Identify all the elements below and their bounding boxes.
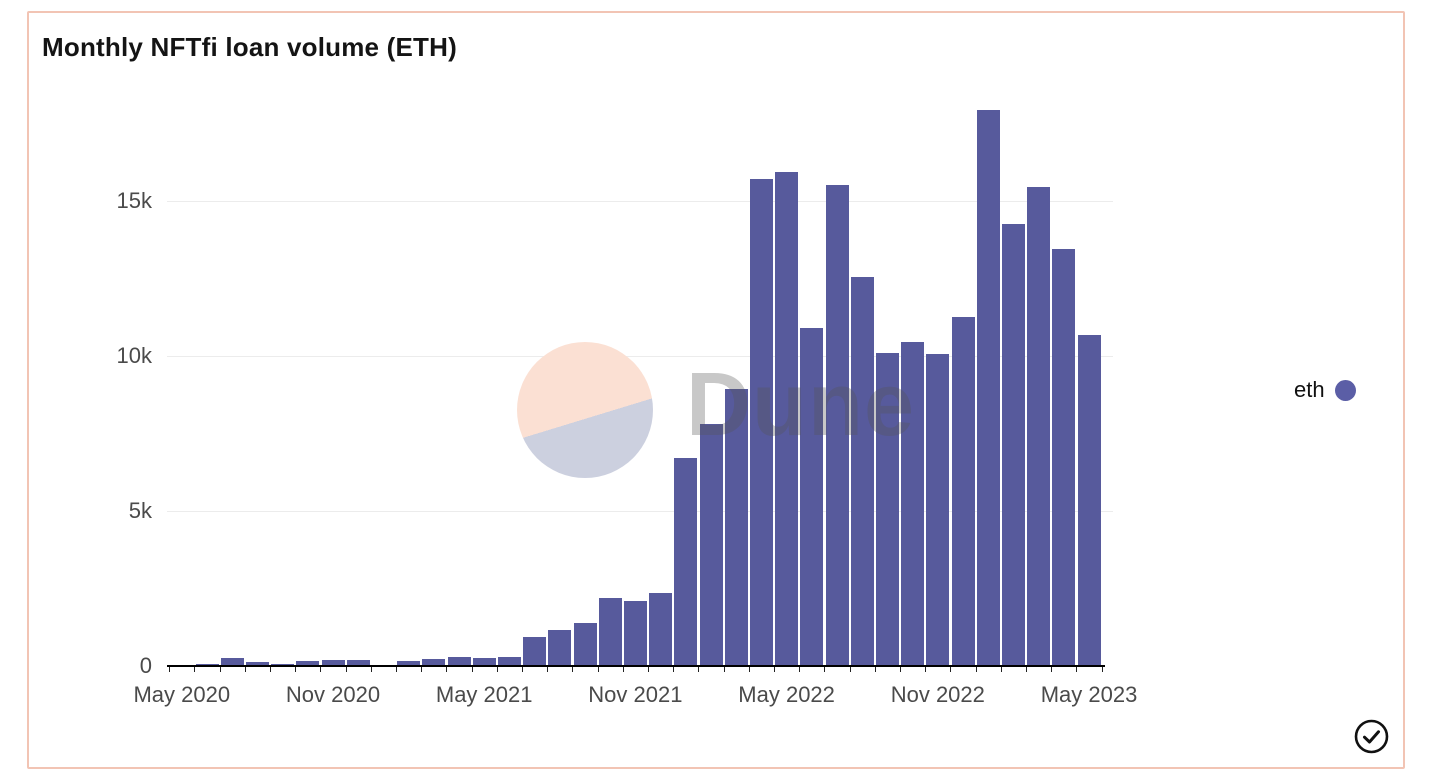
dune-logo-watermark: [517, 342, 653, 478]
check-circle-icon[interactable]: [1353, 718, 1390, 755]
x-axis-tick: [673, 667, 675, 672]
x-axis-tick: [1051, 667, 1053, 672]
bar-may-2022[interactable]: [775, 172, 799, 666]
bar-jun-2021[interactable]: [497, 657, 521, 666]
gridline: [167, 201, 1113, 202]
bar-mar-2023[interactable]: [1027, 187, 1051, 666]
bar-jan-2022[interactable]: [674, 458, 698, 666]
bar-apr-2022[interactable]: [749, 179, 773, 666]
x-axis-tick: [244, 667, 246, 672]
bar-sep-2021[interactable]: [573, 623, 597, 666]
y-tick-label: 0: [139, 653, 152, 678]
x-axis-tick: [1076, 667, 1078, 672]
x-axis-tick: [774, 667, 775, 672]
x-axis-tick: [1000, 667, 1002, 672]
gridline: [167, 511, 1113, 512]
x-axis-tick: [421, 667, 423, 672]
y-tick-label: 10k: [116, 343, 152, 368]
x-axis-tick: [270, 667, 271, 672]
x-tick-label: May 2020: [133, 682, 231, 707]
x-axis-tick: [597, 667, 599, 672]
legend-item-eth[interactable]: eth: [1294, 377, 1356, 403]
bar-nov-2021[interactable]: [623, 601, 647, 666]
bar-aug-2021[interactable]: [548, 630, 572, 666]
gridline: [167, 356, 1113, 357]
x-axis-tick: [169, 667, 171, 672]
bar-apr-2021[interactable]: [447, 657, 471, 666]
bar-oct-2021[interactable]: [598, 598, 622, 666]
x-tick-label: Nov 2020: [285, 682, 381, 707]
bar-jul-2022[interactable]: [825, 185, 849, 666]
x-axis-tick: [396, 667, 397, 672]
x-axis-tick: [496, 667, 498, 672]
bar-dec-2021[interactable]: [649, 593, 673, 666]
x-tick-label: May 2022: [738, 682, 835, 707]
x-axis-tick: [950, 667, 952, 672]
bar-jul-2020[interactable]: [220, 658, 244, 666]
x-axis-tick: [799, 667, 801, 672]
bar-aug-2020[interactable]: [245, 662, 269, 666]
bar-jul-2021[interactable]: [523, 637, 547, 666]
x-tick-label: May 2023: [1040, 682, 1138, 707]
bar-dec-2020[interactable]: [346, 660, 370, 666]
bar-oct-2022[interactable]: [901, 342, 925, 666]
bar-nov-2022[interactable]: [926, 354, 950, 666]
x-axis-tick: [547, 667, 549, 672]
bar-mar-2021[interactable]: [422, 659, 446, 666]
bar-apr-2023[interactable]: [1052, 249, 1076, 666]
x-axis-tick: [849, 667, 851, 672]
x-axis-tick: [698, 667, 700, 672]
x-axis-tick: [295, 667, 297, 672]
x-axis-tick: [370, 667, 372, 672]
bar-may-2023[interactable]: [1077, 335, 1101, 666]
bar-mar-2022[interactable]: [724, 389, 748, 666]
x-axis-tick: [874, 667, 876, 672]
bar-dec-2022[interactable]: [951, 317, 975, 666]
bar-sep-2022[interactable]: [875, 353, 899, 666]
chart-title: Monthly NFTfi loan volume (ETH): [42, 32, 457, 62]
bar-feb-2022[interactable]: [699, 424, 723, 666]
x-axis-tick: [1026, 667, 1027, 672]
x-axis-tick: [824, 667, 826, 672]
bar-feb-2021[interactable]: [397, 661, 421, 666]
x-axis-tick: [975, 667, 977, 672]
y-tick-label: 5k: [128, 498, 152, 523]
x-axis-tick: [748, 667, 750, 672]
x-axis-tick: [320, 667, 322, 672]
x-axis-tick: [219, 667, 221, 672]
bar-feb-2023[interactable]: [1001, 224, 1025, 666]
x-axis-line: [167, 665, 1105, 667]
bar-jan-2023[interactable]: [976, 110, 1000, 666]
bar-may-2021[interactable]: [472, 658, 496, 666]
x-axis-tick: [900, 667, 901, 672]
x-axis-tick: [648, 667, 649, 672]
bar-aug-2022[interactable]: [850, 277, 874, 666]
x-axis-tick: [194, 667, 196, 672]
x-axis-tick: [572, 667, 574, 672]
bar-jun-2022[interactable]: [800, 328, 824, 666]
bar-nov-2020[interactable]: [321, 660, 345, 666]
legend-dot-icon: [1334, 379, 1356, 401]
x-axis-tick: [471, 667, 473, 672]
x-axis-tick: [1101, 667, 1103, 672]
legend-label: eth: [1294, 377, 1325, 402]
x-axis-tick: [622, 667, 624, 672]
x-tick-label: Nov 2022: [890, 682, 985, 707]
y-tick-label: 15k: [116, 188, 152, 213]
x-tick-label: May 2021: [435, 682, 533, 707]
x-axis-tick: [723, 667, 725, 672]
x-axis-tick: [345, 667, 347, 672]
x-axis-tick: [446, 667, 448, 672]
bar-oct-2020[interactable]: [296, 661, 320, 666]
x-axis-tick: [522, 667, 523, 672]
check-circle-svg: [1354, 719, 1389, 754]
x-axis-tick: [925, 667, 927, 672]
x-tick-label: Nov 2021: [588, 682, 683, 707]
